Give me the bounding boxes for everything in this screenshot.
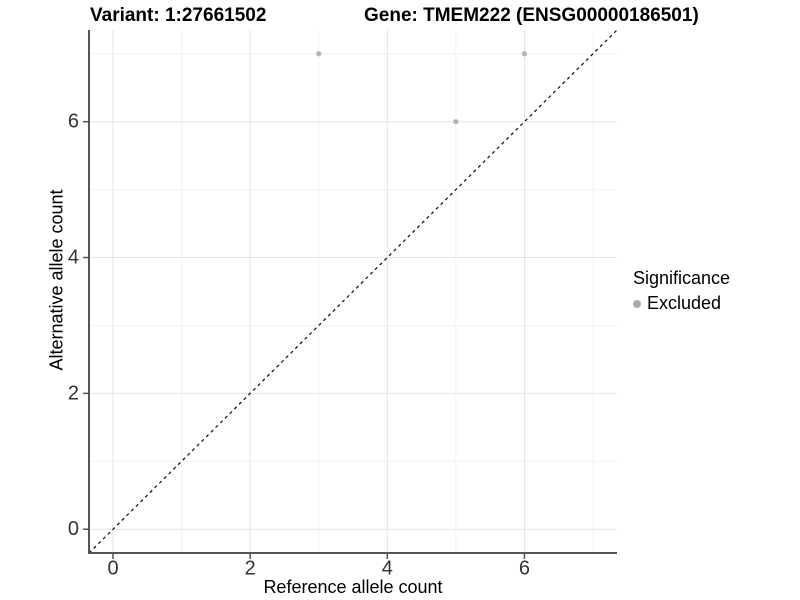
identity-dashed-line xyxy=(88,29,618,554)
y-tick-label: 6 xyxy=(68,111,79,133)
plot-title-variant: Variant: 1:27661502 xyxy=(90,5,267,26)
x-tick-label: 4 xyxy=(382,558,393,580)
legend-items: Excluded xyxy=(633,293,730,314)
x-tick-label: 0 xyxy=(107,558,118,580)
legend-title: Significance xyxy=(633,268,731,288)
x-axis-title: Reference allele count xyxy=(263,577,443,597)
y-tick-label: 2 xyxy=(68,382,79,404)
data-point xyxy=(521,51,528,57)
plot-title-gene: Gene: TMEM222 (ENSG00000186501) xyxy=(364,5,699,26)
y-axis-title: Alternative allele count xyxy=(46,189,67,371)
legend-key-dot xyxy=(633,299,641,308)
legend-item: Excluded xyxy=(633,293,730,314)
y-tick-label: 4 xyxy=(68,247,79,269)
y-tick-label: 0 xyxy=(68,518,79,540)
legend: Significance Excluded xyxy=(633,268,730,314)
legend-item-label: Excluded xyxy=(647,293,722,313)
x-tick-label: 6 xyxy=(519,558,530,580)
x-tick-label: 2 xyxy=(245,558,256,580)
data-point xyxy=(316,51,322,57)
data-point xyxy=(453,119,459,125)
